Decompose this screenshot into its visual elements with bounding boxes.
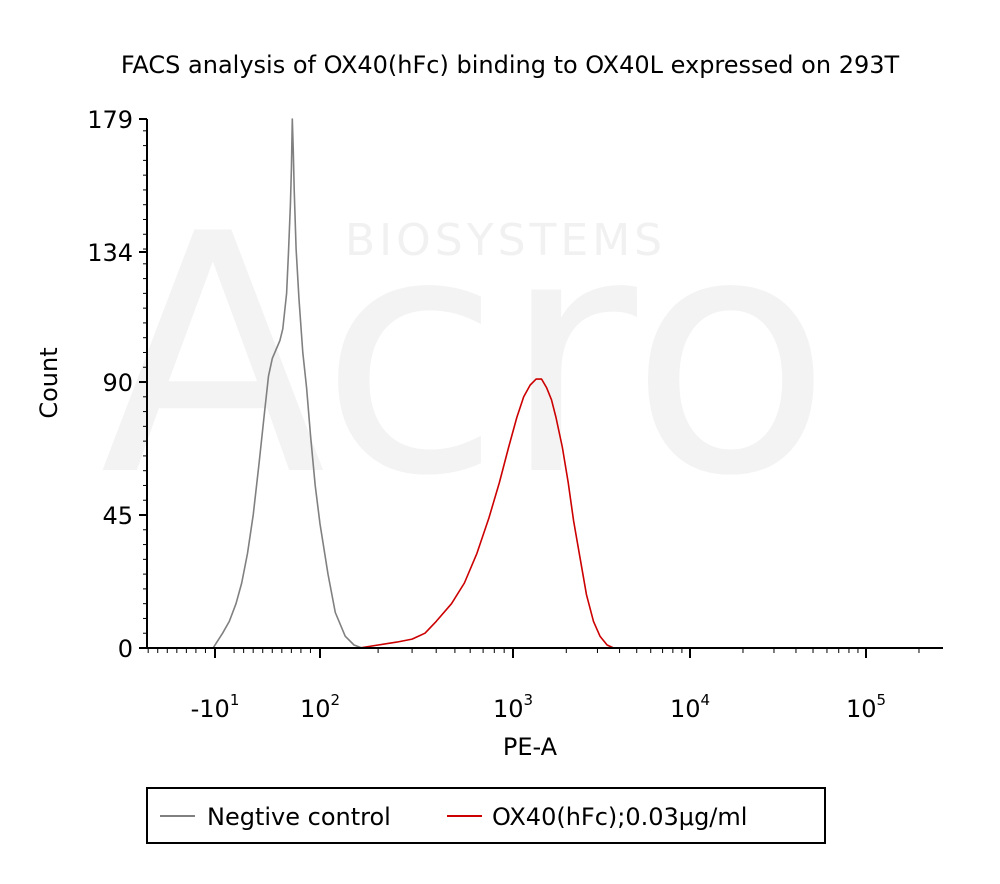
x-tick-label: 102 <box>300 691 340 723</box>
watermark-text: BIOSYSTEMS <box>345 215 666 266</box>
x-tick-label: 103 <box>493 691 533 723</box>
plot-area: 0 45 90 134 179 -101 102 103 104 105 <box>87 106 943 723</box>
series-layer <box>212 118 614 649</box>
legend-label-negative-control: Negtive control <box>207 803 391 831</box>
y-tick-label: 90 <box>102 369 133 397</box>
x-tick-label: -101 <box>191 691 240 723</box>
x-axis-ticks: -101 102 103 104 105 <box>147 648 920 723</box>
legend-label-ox40-hfc: OX40(hFc);0.03μg/ml <box>492 803 747 831</box>
x-axis-title: PE-A <box>503 733 558 761</box>
y-tick-label: 0 <box>118 635 133 663</box>
y-axis-title: Count <box>35 347 63 418</box>
series-line-1 <box>359 378 614 649</box>
legend-box <box>146 787 826 844</box>
y-tick-label: 134 <box>87 239 133 267</box>
legend: Negtive control OX40(hFc);0.03μg/ml <box>146 787 826 844</box>
chart-title: FACS analysis of OX40(hFc) binding to OX… <box>121 51 900 79</box>
x-tick-label: 105 <box>846 691 886 723</box>
x-tick-label: 104 <box>670 691 710 723</box>
y-axis-ticks: 0 45 90 134 179 <box>87 106 147 663</box>
acro-biosystems-watermark: BIOSYSTEMS Acro <box>100 164 832 548</box>
y-tick-label: 179 <box>87 106 133 134</box>
y-tick-label: 45 <box>102 502 133 530</box>
watermark-logo: Acro <box>100 164 832 548</box>
series-line-0 <box>212 118 363 649</box>
